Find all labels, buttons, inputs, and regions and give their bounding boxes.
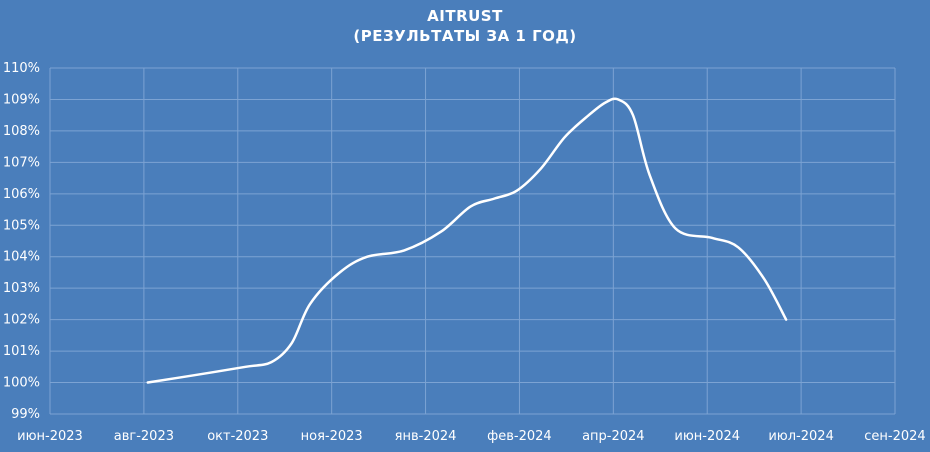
y-tick-label: 104%	[3, 250, 40, 265]
y-tick-label: 100%	[3, 376, 40, 391]
x-tick-label: янв-2024	[395, 429, 457, 444]
x-tick-label: авг-2023	[114, 429, 174, 444]
x-tick-label: июл-2024	[768, 429, 833, 444]
y-tick-label: 102%	[3, 313, 40, 328]
x-tick-label: сен-2024	[864, 429, 925, 444]
x-tick-label: апр-2024	[582, 429, 645, 444]
x-tick-label: фев-2024	[487, 429, 552, 444]
x-tick-label: ноя-2023	[301, 429, 363, 444]
y-tick-label: 101%	[3, 344, 40, 359]
x-tick-label: июн-2023	[17, 429, 83, 444]
gridlines	[49, 67, 896, 415]
y-tick-label: 108%	[3, 124, 40, 139]
y-tick-label: 99%	[11, 407, 40, 422]
y-tick-label: 103%	[3, 281, 40, 296]
x-axis-labels: июн-2023 авг-2023 окт-2023 ноя-2023 янв-2024…	[17, 429, 926, 444]
y-tick-label: 105%	[3, 218, 40, 233]
chart-title-line2: (РЕЗУЛЬТАТЫ ЗА 1 ГОД)	[353, 27, 577, 45]
y-tick-label: 109%	[3, 92, 40, 107]
y-axis-labels: 99% 100% 101% 102% 103% 104% 105% 106% 107% 108% 1…	[3, 61, 40, 422]
chart-title-line1: AITRUST	[427, 7, 503, 25]
series-layer	[146, 97, 788, 384]
y-tick-label: 106%	[3, 187, 40, 202]
series-line	[146, 97, 788, 384]
y-tick-label: 110%	[3, 61, 40, 76]
x-tick-label: окт-2023	[207, 429, 268, 444]
y-tick-label: 107%	[3, 155, 40, 170]
x-tick-label: июн-2024	[674, 429, 740, 444]
